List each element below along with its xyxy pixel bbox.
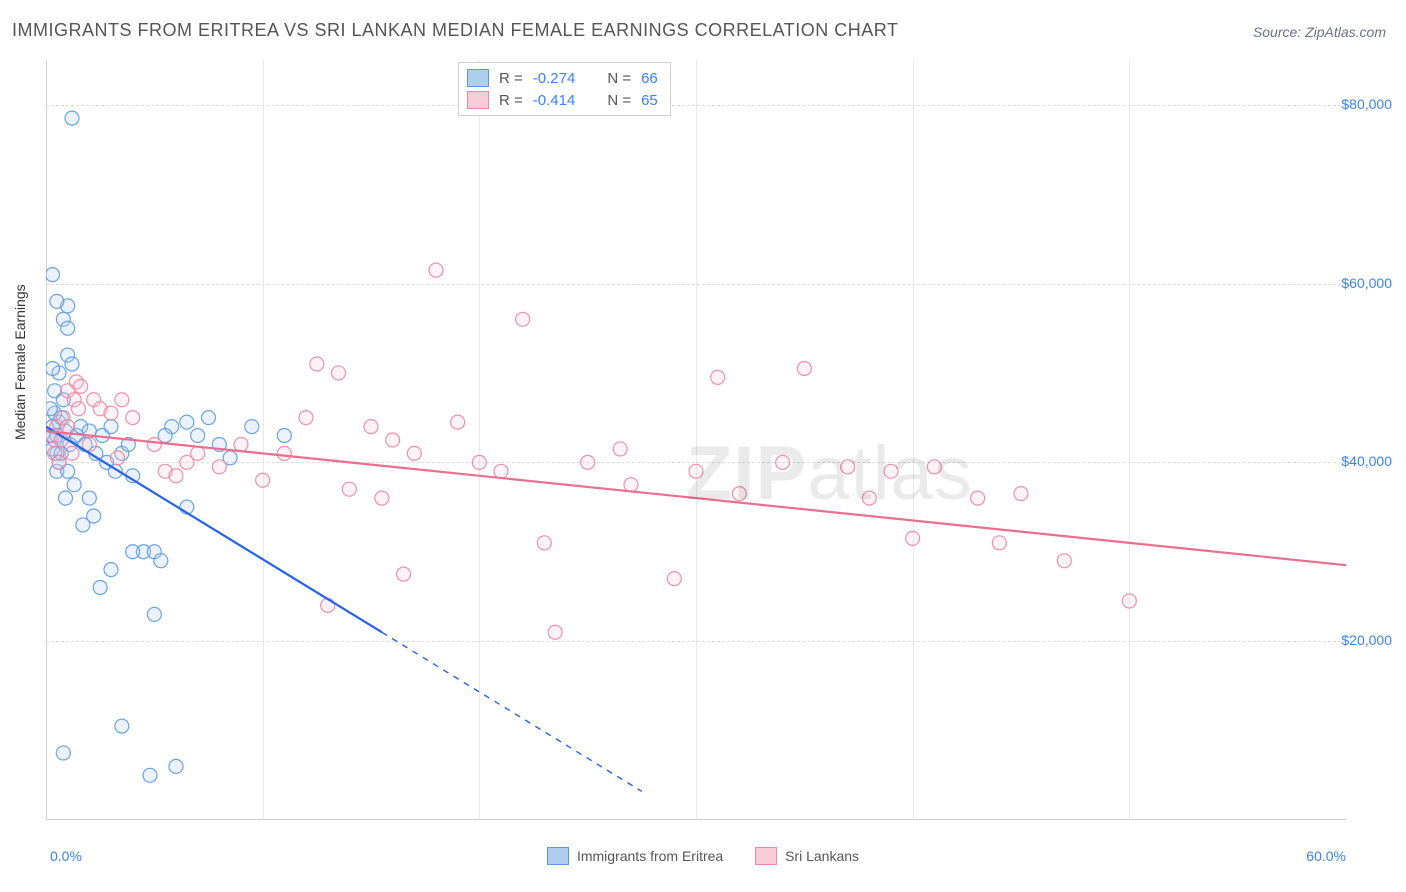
stats-row-eritrea: R = -0.274 N = 66 xyxy=(467,67,658,89)
source-attribution: Source: ZipAtlas.com xyxy=(1253,24,1386,40)
stats-legend-box: R = -0.274 N = 66 R = -0.414 N = 65 xyxy=(458,62,671,116)
plot-area: ZIPatlas xyxy=(46,60,1346,825)
n-label: N = xyxy=(607,92,631,109)
swatch-srilankan xyxy=(755,847,777,865)
stats-row-srilankan: R = -0.414 N = 65 xyxy=(467,89,658,111)
legend-item-srilankan: Sri Lankans xyxy=(755,847,859,865)
r-value-eritrea: -0.274 xyxy=(533,70,576,87)
n-value-eritrea: 66 xyxy=(641,70,658,87)
legend-label-srilankan: Sri Lankans xyxy=(785,848,859,864)
n-value-srilankan: 65 xyxy=(641,92,658,109)
swatch-eritrea xyxy=(547,847,569,865)
swatch-eritrea xyxy=(467,69,489,87)
scatter-svg xyxy=(46,60,1346,820)
legend-label-eritrea: Immigrants from Eritrea xyxy=(577,848,723,864)
r-label: R = xyxy=(499,70,523,87)
n-label: N = xyxy=(607,70,631,87)
chart-title: IMMIGRANTS FROM ERITREA VS SRI LANKAN ME… xyxy=(12,20,898,41)
legend-item-eritrea: Immigrants from Eritrea xyxy=(547,847,723,865)
swatch-srilankan xyxy=(467,91,489,109)
r-label: R = xyxy=(499,92,523,109)
series-legend: Immigrants from Eritrea Sri Lankans xyxy=(0,847,1406,868)
r-value-srilankan: -0.414 xyxy=(533,92,576,109)
source-link[interactable]: ZipAtlas.com xyxy=(1305,24,1386,40)
y-axis-label: Median Female Earnings xyxy=(12,284,28,440)
source-label: Source: xyxy=(1253,24,1301,40)
